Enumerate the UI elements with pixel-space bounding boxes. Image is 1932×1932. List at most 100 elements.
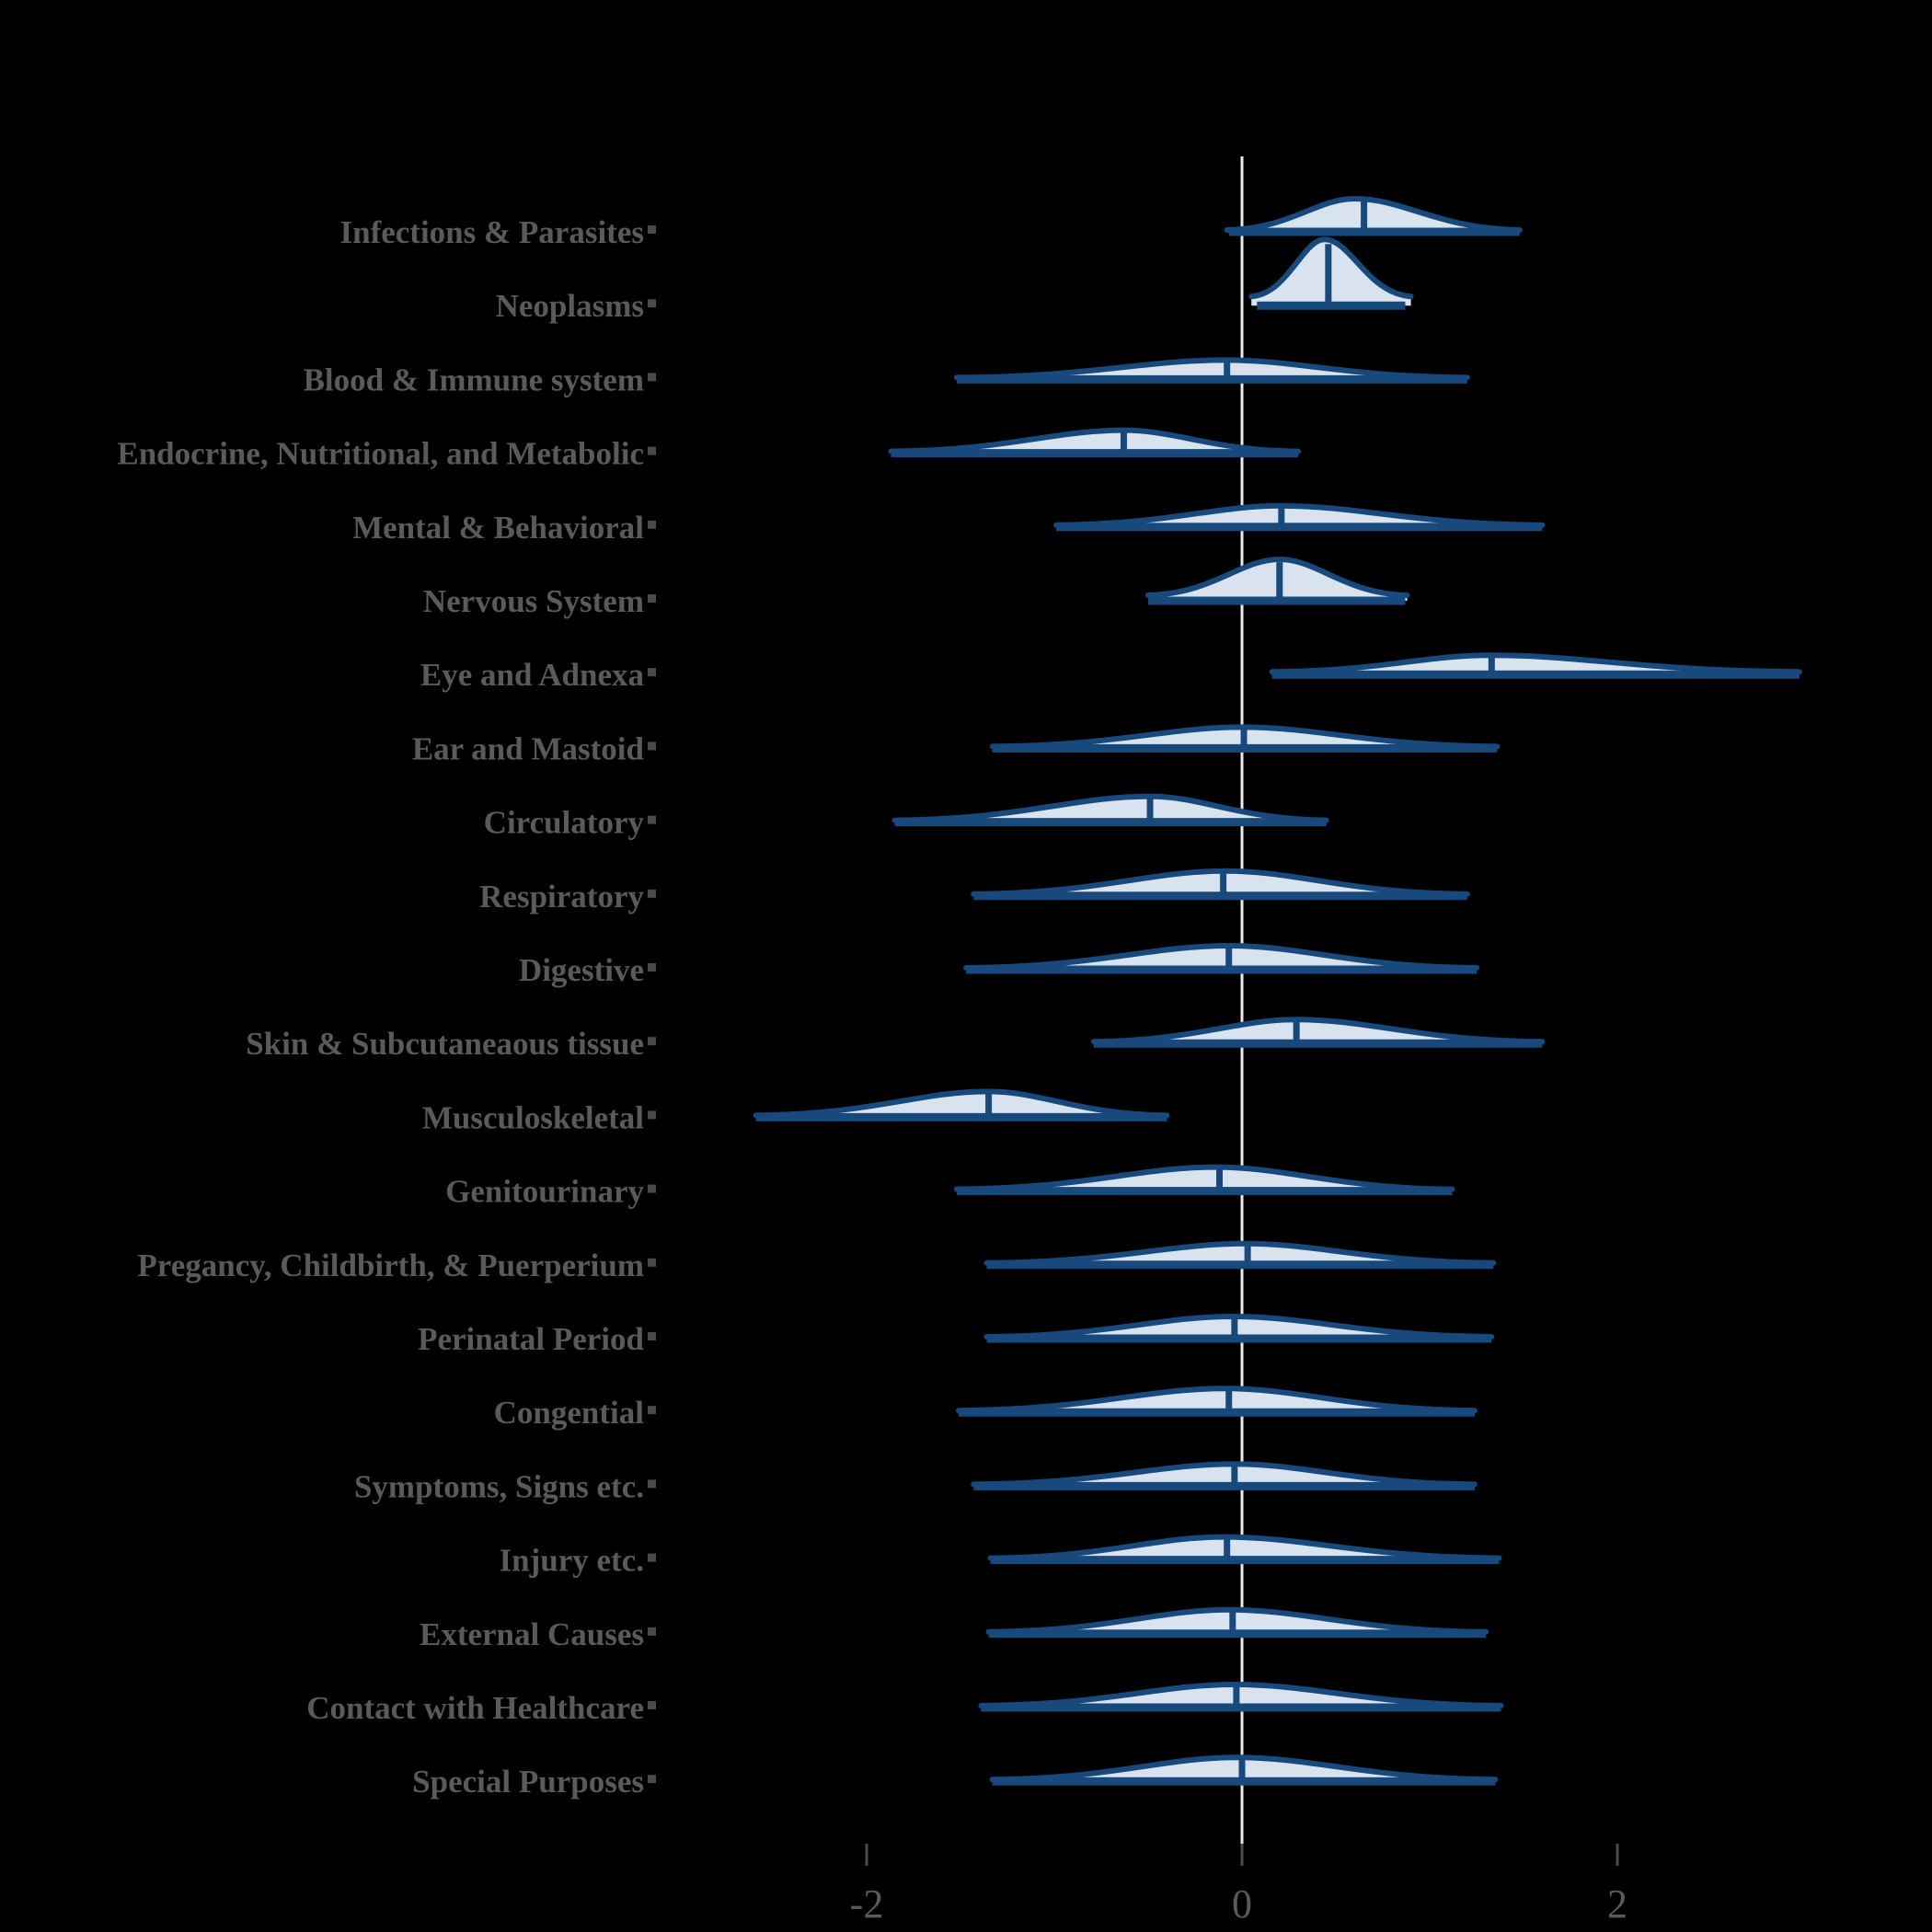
- violin-row: External Causes: [420, 1606, 1489, 1652]
- violin-row: Perinatal Period: [418, 1313, 1495, 1357]
- violin-outline: [891, 793, 1329, 823]
- violin-row: Infections & Parasites: [339, 195, 1523, 250]
- violin-outline: [963, 942, 1479, 971]
- category-tick-marker: [648, 1332, 656, 1340]
- violin-outline: [971, 868, 1470, 897]
- category-tick-marker: [648, 1110, 656, 1120]
- category-tick-marker: [648, 889, 656, 898]
- violin-row: Neoplasms: [496, 236, 1414, 324]
- violin-row: Nervous System: [423, 556, 1410, 619]
- violin-shape: [986, 1317, 1492, 1339]
- category-label: Neoplasms: [496, 288, 644, 324]
- violin-row: Congential: [494, 1386, 1478, 1431]
- category-label: Digestive: [519, 952, 644, 988]
- category-label: External Causes: [420, 1616, 644, 1652]
- violin-outline: [953, 1164, 1455, 1192]
- category-label: Symptoms, Signs etc.: [354, 1468, 644, 1504]
- violin-outline: [953, 357, 1470, 381]
- category-label: Endocrine, Nutritional, and Metabolic: [117, 436, 644, 472]
- category-label: Respiratory: [479, 879, 644, 914]
- violin-outline: [987, 1534, 1502, 1561]
- violin-row: Pregancy, Childbirth, & Puerperium: [137, 1240, 1497, 1283]
- category-label: Congential: [494, 1395, 645, 1431]
- category-tick-marker: [648, 1037, 656, 1046]
- violin-row: Contact with Healthcare: [306, 1681, 1504, 1726]
- violin-outline: [955, 1386, 1478, 1414]
- violin-shape: [988, 1609, 1487, 1634]
- x-tick-label: -2: [850, 1881, 884, 1926]
- violin-shape: [958, 1388, 1475, 1413]
- violin-row: Circulatory: [484, 793, 1329, 841]
- violin-shape: [981, 1685, 1501, 1708]
- violin-shape: [1226, 199, 1520, 232]
- category-label: Perinatal Period: [418, 1321, 644, 1357]
- category-tick-marker: [648, 594, 656, 603]
- violin-row: Respiratory: [479, 868, 1470, 914]
- violin-outline: [971, 1461, 1478, 1488]
- violin-shape: [1056, 505, 1543, 527]
- violin-shape: [986, 1243, 1494, 1265]
- category-label: Special Purposes: [412, 1764, 644, 1800]
- category-label: Ear and Mastoid: [412, 730, 645, 766]
- category-label: Eye and Adnexa: [420, 657, 644, 693]
- violin-outline: [1145, 556, 1410, 598]
- category-tick-marker: [648, 373, 656, 382]
- violin-row: Musculoskeletal: [422, 1088, 1170, 1135]
- violin-outline: [983, 1240, 1497, 1266]
- violin-row: Injury etc.: [500, 1534, 1502, 1579]
- category-label: Genitourinary: [445, 1174, 644, 1210]
- violin-shape: [956, 360, 1467, 380]
- violin-outline: [753, 1088, 1170, 1119]
- category-tick-marker: [648, 963, 656, 972]
- category-label: Injury etc.: [500, 1543, 644, 1579]
- violin-shape: [990, 1536, 1500, 1560]
- x-axis: -2 0 2: [850, 1844, 1627, 1926]
- violin-shape: [1271, 655, 1800, 675]
- violin-outline: [985, 1606, 1489, 1635]
- category-label: Musculoskeletal: [422, 1099, 644, 1135]
- violin-shape: [1093, 1019, 1543, 1044]
- violin-shape: [973, 1464, 1475, 1487]
- category-label: Mental & Behavioral: [352, 510, 644, 546]
- violin-shape: [755, 1091, 1167, 1118]
- category-label: Infections & Parasites: [339, 214, 644, 250]
- category-label: Nervous System: [423, 583, 644, 619]
- category-tick-marker: [648, 446, 656, 455]
- category-label: Blood & Immune system: [304, 362, 644, 397]
- category-tick-marker: [648, 1775, 656, 1784]
- x-tick-label: 2: [1607, 1881, 1627, 1926]
- category-label: Contact with Healthcare: [306, 1690, 644, 1726]
- violin-outline: [1269, 652, 1802, 675]
- category-tick-marker: [648, 1258, 656, 1267]
- category-tick-marker: [648, 815, 656, 824]
- category-tick-marker: [648, 1479, 656, 1489]
- violin-row: Endocrine, Nutritional, and Metabolic: [117, 427, 1302, 472]
- category-tick-marker: [648, 1553, 656, 1562]
- violin-row: Symptoms, Signs etc.: [354, 1461, 1478, 1504]
- category-tick-marker: [648, 299, 656, 308]
- violin-row: Eye and Adnexa: [420, 652, 1802, 693]
- violin-outline: [989, 724, 1501, 750]
- violin-outline: [888, 427, 1302, 454]
- category-tick-marker: [648, 1406, 656, 1415]
- violin-row: Blood & Immune system: [304, 357, 1470, 397]
- violin-row: Special Purposes: [412, 1754, 1499, 1800]
- category-label: Circulatory: [484, 805, 645, 841]
- category-tick-marker: [648, 1627, 656, 1636]
- category-tick-marker: [648, 668, 656, 677]
- category-label: Skin & Subcutaneaous tissue: [246, 1026, 644, 1062]
- violin-row: Ear and Mastoid: [412, 724, 1501, 766]
- category-label: Pregancy, Childbirth, & Puerperium: [137, 1248, 644, 1283]
- category-tick-marker: [648, 1184, 656, 1193]
- violin-outline: [978, 1681, 1504, 1708]
- violin-shape: [966, 946, 1477, 970]
- category-tick-marker: [648, 1701, 656, 1709]
- violin-row: Genitourinary: [445, 1164, 1455, 1210]
- violin-row: Digestive: [519, 942, 1479, 988]
- category-tick-marker: [648, 520, 656, 529]
- x-tick-label: 0: [1232, 1881, 1252, 1926]
- violin-outline: [1224, 195, 1523, 233]
- violin-outline: [1248, 236, 1414, 300]
